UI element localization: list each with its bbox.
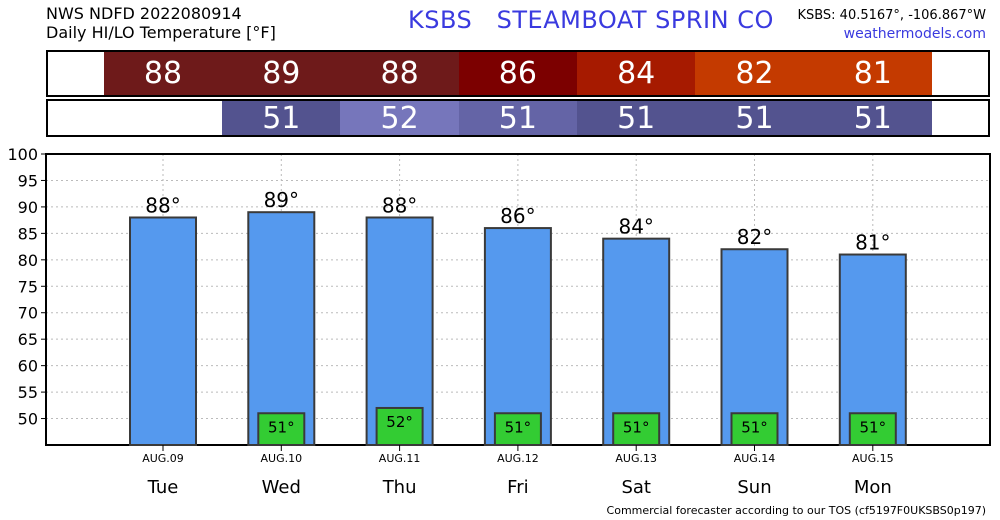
hi-bar: [483, 227, 552, 446]
hi-bar: [602, 237, 671, 446]
x-date-label: AUG.12: [497, 452, 539, 465]
x-date-label: AUG.11: [379, 452, 421, 465]
product-label: Daily HI/LO Temperature [°F]: [46, 23, 276, 42]
lo-bar-label: 51°: [860, 418, 887, 436]
hi-cell-wed: 89: [222, 52, 341, 95]
hi-cell-tue: 88: [103, 52, 223, 95]
x-day-label: Tue: [147, 477, 179, 498]
hi-bar-label: 88°: [145, 193, 180, 217]
x-day-label: Mon: [854, 477, 892, 498]
hi-cell-sun: 82: [695, 52, 814, 95]
y-tick-label: 90: [18, 198, 38, 217]
lo-bar-label: 51°: [741, 418, 768, 436]
hi-bar-label: 81°: [855, 231, 890, 255]
lo-cell-sat: 51: [577, 101, 696, 136]
lo-bar: [257, 412, 306, 447]
x-date-label: AUG.10: [261, 452, 303, 465]
lo-bar: [493, 412, 542, 447]
header-right: KSBS: 40.5167°, -106.867°W weathermodels…: [797, 6, 986, 44]
lo-bar-label: 51°: [268, 418, 295, 436]
lo-cell-tue: [103, 101, 223, 135]
y-tick-label: 100: [7, 145, 38, 164]
y-tick-label: 70: [18, 304, 38, 323]
hi-cell-fri: 86: [458, 52, 578, 95]
header-info: NWS NDFD 2022080914 Daily HI/LO Temperat…: [46, 4, 276, 42]
footer-note: Commercial forecaster according to our T…: [606, 504, 986, 517]
lo-bar-label: 51°: [623, 418, 650, 436]
x-day-label: Thu: [382, 477, 417, 498]
hi-bar-label: 89°: [264, 188, 299, 212]
lo-cell-sun: 51: [695, 101, 814, 136]
lo-bar-label: 51°: [505, 418, 532, 436]
x-day-label: Sun: [737, 477, 771, 498]
x-date-label: AUG.13: [615, 452, 657, 465]
lo-cell-mon: 51: [813, 101, 932, 136]
x-day-label: Sat: [621, 477, 651, 498]
y-tick-label: 65: [18, 330, 38, 349]
station-title: KSBS STEAMBOAT SPRIN CO: [408, 6, 774, 34]
x-day-label: Fri: [507, 477, 528, 498]
lo-bar-label: 52°: [386, 413, 413, 431]
hi-cell-mon: 81: [813, 52, 932, 95]
lo-temperature-strip: 51 52 51 51 51 51: [46, 99, 990, 137]
x-date-label: AUG.15: [852, 452, 894, 465]
station-coords: KSBS: 40.5167°, -106.867°W: [797, 8, 986, 23]
hi-cell-sat: 84: [577, 52, 696, 95]
site-link[interactable]: weathermodels.com: [843, 26, 986, 42]
y-tick-label: 95: [18, 171, 38, 190]
hi-cell-thu: 88: [340, 52, 459, 95]
x-date-label: AUG.09: [142, 452, 184, 465]
lo-cell-wed: 51: [222, 101, 341, 136]
y-tick-label: 55: [18, 383, 38, 402]
hi-bar-label: 86°: [500, 204, 535, 228]
hi-bar: [247, 211, 316, 446]
y-tick-label: 75: [18, 277, 38, 296]
lo-cell-fri: 51: [458, 101, 578, 136]
y-tick-label: 60: [18, 357, 38, 376]
hi-temperature-strip: 88 89 88 86 84 82 81: [46, 50, 990, 97]
y-tick-label: 85: [18, 224, 38, 243]
lo-cell-thu: 52: [340, 101, 459, 136]
y-tick-label: 80: [18, 251, 38, 270]
hi-bar-label: 84°: [618, 215, 653, 239]
x-day-label: Wed: [262, 477, 301, 498]
hi-bar: [129, 216, 197, 446]
x-date-label: AUG.14: [734, 452, 776, 465]
hi-bar-label: 82°: [737, 225, 772, 249]
hi-bar-label: 88°: [382, 193, 417, 217]
y-tick-label: 50: [18, 410, 38, 429]
model-run-label: NWS NDFD 2022080914: [46, 4, 242, 23]
